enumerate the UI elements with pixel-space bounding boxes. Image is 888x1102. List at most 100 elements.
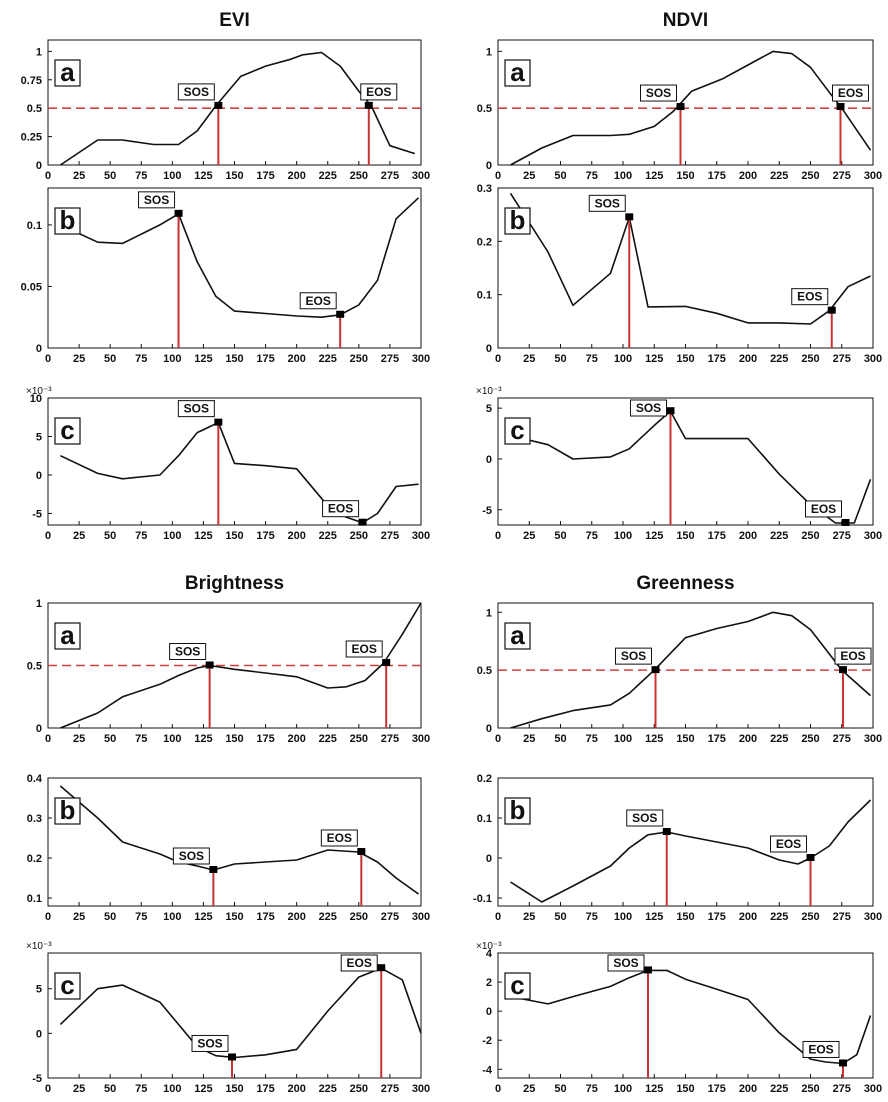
x-tick-label: 125 xyxy=(645,353,663,365)
x-tick-label: 200 xyxy=(287,170,305,182)
y-tick-label: 0 xyxy=(36,343,42,355)
x-tick-label: 275 xyxy=(381,530,399,542)
marker-point xyxy=(666,407,675,415)
x-tick-label: 100 xyxy=(614,911,632,923)
x-tick-label: 100 xyxy=(163,911,181,923)
y-tick-label: 0 xyxy=(36,470,42,482)
y-tick-label: 0 xyxy=(486,343,492,355)
x-tick-label: 75 xyxy=(135,733,147,745)
x-tick-label: 75 xyxy=(135,353,147,365)
x-tick-label: 175 xyxy=(256,1083,274,1095)
marker-point xyxy=(676,103,685,111)
plot-panel-10: 0 25 50 75 100 125 150 175 200 225 250 275 300-0.100… xyxy=(473,773,882,923)
x-tick-label: 300 xyxy=(864,530,882,542)
marker-label: EOS xyxy=(328,502,353,516)
marker-point xyxy=(841,518,850,526)
marker-point xyxy=(364,101,373,109)
marker-label: EOS xyxy=(327,831,352,845)
marker-label: EOS xyxy=(776,837,801,851)
x-tick-label: 75 xyxy=(586,1083,598,1095)
marker-label: EOS xyxy=(811,502,836,516)
x-tick-label: 25 xyxy=(73,911,85,923)
x-tick-label: 300 xyxy=(412,733,430,745)
x-tick-label: 75 xyxy=(586,530,598,542)
x-tick-label: 0 xyxy=(45,733,51,745)
x-tick-label: 300 xyxy=(864,911,882,923)
y-tick-label: 5 xyxy=(36,984,42,996)
x-tick-label: 150 xyxy=(225,1083,243,1095)
x-tick-label: 50 xyxy=(104,911,116,923)
marker-label-box xyxy=(791,288,829,306)
marker-label: SOS xyxy=(184,402,209,416)
marker-point xyxy=(839,666,847,674)
chart-title: Greenness xyxy=(636,573,734,594)
x-tick-label: 50 xyxy=(104,530,116,542)
y-tick-label: 0.1 xyxy=(27,893,42,905)
x-tick-label: 125 xyxy=(645,530,663,542)
x-tick-label: 50 xyxy=(554,170,566,182)
marker-label: SOS xyxy=(646,86,671,100)
x-tick-label: 275 xyxy=(833,1083,851,1095)
x-tick-label: 250 xyxy=(350,530,368,542)
x-tick-label: 200 xyxy=(739,1083,757,1095)
x-tick-label: 50 xyxy=(554,911,566,923)
x-tick-label: 25 xyxy=(523,733,535,745)
marker-label-box xyxy=(138,191,176,209)
panel-letter-box xyxy=(54,59,81,87)
panel-letter: a xyxy=(510,57,525,87)
x-tick-label: 275 xyxy=(833,911,851,923)
x-tick-label: 125 xyxy=(194,170,212,182)
plot-panel-9: 0 25 50 75 100 125 150 175 200 225 250 275 300 0.1 0.2… xyxy=(27,773,430,923)
marker-label: EOS xyxy=(352,642,377,656)
axes-frame xyxy=(497,777,874,907)
x-tick-label: 75 xyxy=(586,353,598,365)
series-line xyxy=(510,799,872,903)
x-tick-label: 250 xyxy=(350,911,368,923)
x-tick-label: 175 xyxy=(708,170,726,182)
x-tick-label: 100 xyxy=(614,1083,632,1095)
x-tick-label: 225 xyxy=(770,170,788,182)
x-tick-label: 300 xyxy=(864,1083,882,1095)
x-tick-label: 150 xyxy=(676,911,694,923)
axes-frame xyxy=(47,187,422,349)
marker-label: SOS xyxy=(613,956,638,970)
y-tick-label: 0.1 xyxy=(477,813,492,825)
plot-panel-7: Brightness 0 25 50 75 100 125 150 175 200 225 250 27… xyxy=(27,573,430,745)
marker-label-box xyxy=(834,647,872,665)
marker-label: EOS xyxy=(840,649,865,663)
y-tick-label: 4 xyxy=(486,948,493,960)
x-tick-label: 300 xyxy=(412,353,430,365)
marker-label: EOS xyxy=(306,294,331,308)
x-tick-label: 50 xyxy=(554,1083,566,1095)
x-tick-label: 275 xyxy=(833,353,851,365)
plot-panel-12: 0 25 50 75 100 125 150 175 200 225 250 275 300 -4 -2 0 2… xyxy=(476,941,882,1095)
x-tick-label: 250 xyxy=(801,1083,819,1095)
panel-letter-box xyxy=(54,622,81,650)
x-tick-label: 25 xyxy=(523,911,535,923)
marker-label: SOS xyxy=(184,85,209,99)
y-tick-label: 0.5 xyxy=(27,103,42,115)
x-tick-label: 50 xyxy=(104,170,116,182)
x-tick-label: 250 xyxy=(350,1083,368,1095)
y-tick-label: -2 xyxy=(482,1035,492,1047)
x-tick-label: 0 xyxy=(495,353,501,365)
series-line xyxy=(509,192,871,325)
panel-letter: b xyxy=(510,795,526,825)
x-tick-label: 250 xyxy=(350,170,368,182)
x-tick-label: 25 xyxy=(523,530,535,542)
y-tick-label: 0.2 xyxy=(27,853,42,865)
y-tick-label: 0.5 xyxy=(27,661,42,673)
marker-point xyxy=(214,418,223,426)
marker-label: EOS xyxy=(366,85,391,99)
marker-label-box xyxy=(172,847,210,865)
x-tick-label: 100 xyxy=(163,170,181,182)
panel-letter-box xyxy=(54,207,81,235)
x-tick-label: 200 xyxy=(287,530,305,542)
x-tick-label: 25 xyxy=(73,733,85,745)
y-tick-label: 0 xyxy=(486,160,492,172)
y-tick-label: 1 xyxy=(486,607,492,619)
series-line xyxy=(60,602,422,729)
x-tick-label: 200 xyxy=(739,170,757,182)
marker-label-box xyxy=(177,400,215,418)
